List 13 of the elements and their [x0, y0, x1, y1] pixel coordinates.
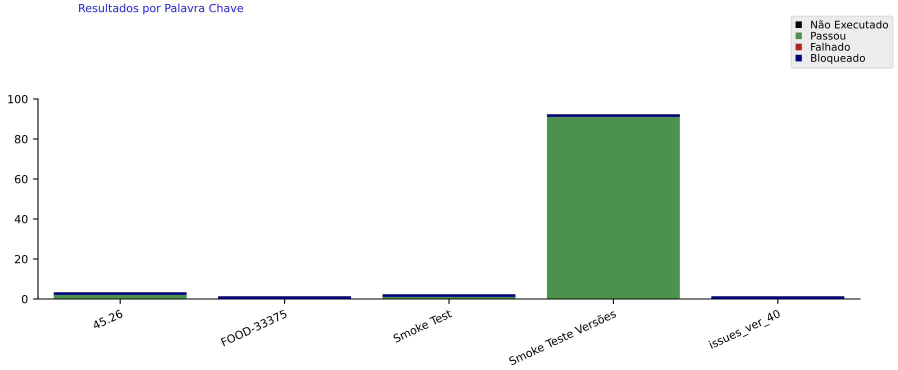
legend-label: Bloqueado: [811, 54, 865, 64]
legend-label: Passou: [811, 32, 846, 40]
legend-label: Não Executado: [811, 20, 888, 29]
y-tick-label: 0: [22, 294, 28, 304]
y-tick-label: 100: [8, 94, 28, 104]
y-tick-label: 60: [14, 174, 28, 184]
legend-label: Falhado: [811, 42, 850, 51]
y-tick-label: 80: [14, 134, 28, 144]
bar: [546, 115, 680, 299]
x-tick-label: 45.26: [92, 309, 124, 330]
y-tick-label: 40: [14, 214, 28, 224]
y-tick-label: 20: [14, 254, 28, 264]
chart-title: Resultados por Palavra Chave: [79, 4, 244, 14]
